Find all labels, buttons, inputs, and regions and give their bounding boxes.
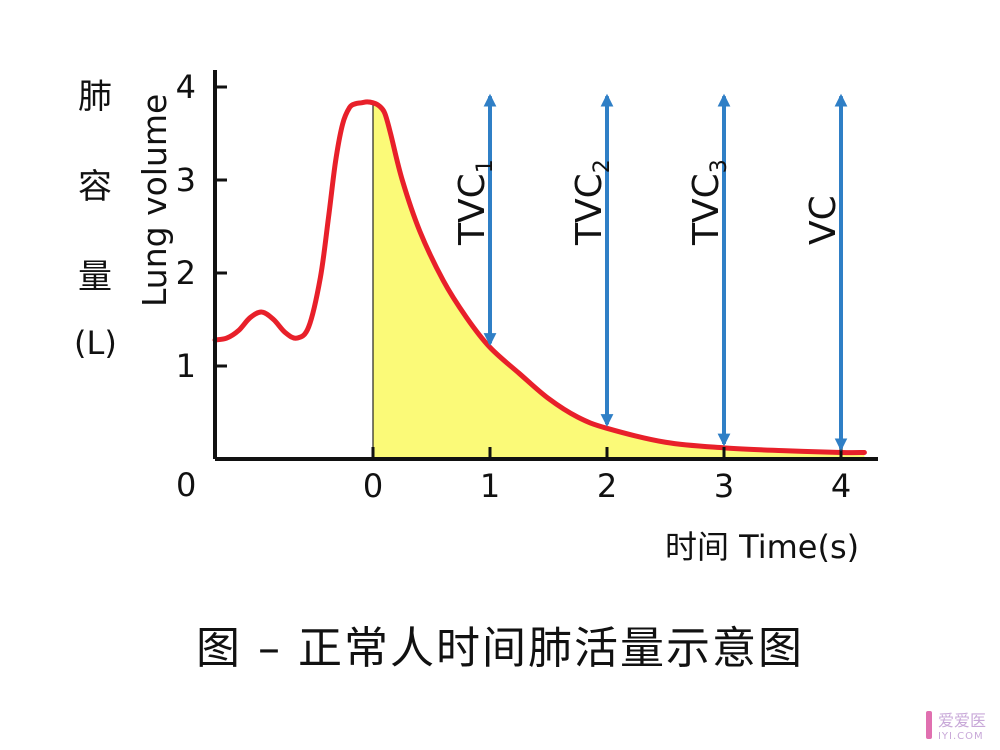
x-tick-label: 2 [597, 467, 617, 505]
y-axis-label-en: Lung volume [135, 93, 174, 307]
y-axis-label-cn-1: 肺 [78, 77, 112, 117]
y-tick-label: 4 [176, 68, 196, 106]
marker-label-4: VC [803, 195, 844, 245]
watermark-brand: 爱爱医 [937, 711, 986, 730]
marker-label-3: TVC3 [686, 159, 732, 246]
curve-layer [212, 99, 867, 456]
figure-caption: 图 – 正常人时间肺活量示意图 [196, 623, 804, 674]
y-tick-label: 3 [176, 161, 196, 199]
tick-labels: 1 2 3 4 0 1 2 3 4 [176, 68, 852, 505]
x-tick-label: 0 [363, 467, 383, 505]
area-under-curve [373, 102, 865, 459]
y-axis-label-cn-2: 容 [78, 167, 112, 207]
x-tick-label: 3 [714, 467, 734, 505]
y-axis-label-cn-3: 量 [78, 257, 112, 297]
marker-layer: TVC1 TVC2 TVC3 VC [452, 93, 848, 452]
area-fill-layer [372, 102, 865, 459]
x-tick-label: 4 [831, 467, 851, 505]
marker-label-1: TVC1 [452, 159, 498, 246]
origin-label: 0 [176, 466, 197, 504]
marker-label-2: TVC2 [569, 159, 615, 246]
y-axis-unit-label: (L) [74, 324, 117, 362]
x-axis-label: 时间 Time(s) [665, 528, 860, 566]
watermark: 爱爱医 IYI.COM [925, 707, 986, 742]
watermark-domain: IYI.COM [937, 731, 984, 742]
x-tick-label: 1 [480, 467, 500, 505]
y-tick-label: 2 [176, 254, 196, 292]
lung-volume-curve [212, 99, 867, 456]
watermark-logo-icon [925, 710, 932, 739]
axes [213, 70, 878, 461]
y-tick-label: 1 [176, 347, 196, 385]
